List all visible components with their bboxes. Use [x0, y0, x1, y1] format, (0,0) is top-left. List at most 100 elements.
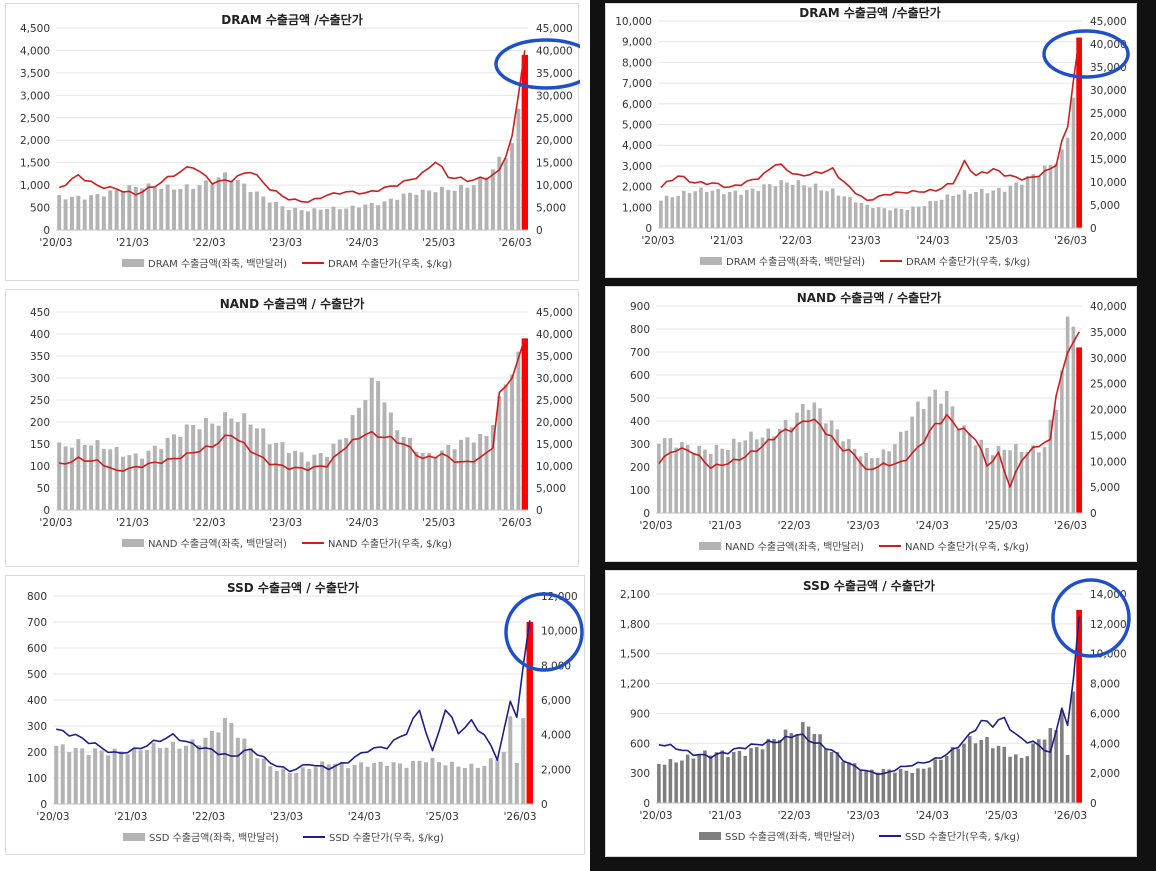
- bar: [875, 457, 880, 513]
- bar: [235, 179, 240, 230]
- legend-label-line: NAND 수출단가(우축, $/kg): [905, 541, 1029, 553]
- x-tick-label: '22/03: [192, 811, 225, 823]
- bar: [962, 425, 966, 513]
- x-tick-label: '20/03: [36, 811, 69, 823]
- highlight-bar: [1076, 609, 1082, 803]
- y-right-tick-label: 40,000: [536, 45, 573, 57]
- x-tick-label: '23/03: [269, 237, 302, 249]
- bar: [443, 765, 448, 804]
- bar: [89, 195, 94, 230]
- x-tick-label: '21/03: [116, 237, 149, 249]
- bar: [916, 768, 920, 803]
- bar: [796, 180, 801, 228]
- bar: [754, 746, 759, 803]
- bar: [962, 190, 967, 228]
- chart-panel-right-dram: DRAM 수출금액 /수출단가 0 1,000 2,000 3,000 4,000 5,00…: [605, 3, 1137, 278]
- bar: [76, 439, 81, 510]
- y-left-tick-label: 4,000: [622, 140, 652, 152]
- bar: [991, 190, 995, 228]
- bar: [921, 768, 926, 803]
- bar: [210, 423, 215, 510]
- bar: [779, 180, 783, 228]
- bar: [1060, 710, 1064, 803]
- bar: [521, 718, 526, 804]
- y-right-tick-label: 25,000: [536, 113, 573, 125]
- bar: [657, 763, 661, 803]
- bar: [720, 448, 724, 513]
- bar: [280, 206, 285, 230]
- bar: [812, 402, 817, 513]
- bar: [164, 747, 169, 804]
- bar: [501, 751, 506, 804]
- legend-swatch-bar: [700, 257, 722, 265]
- bar: [318, 453, 323, 510]
- bar: [1042, 739, 1047, 803]
- y-right-tick-label: 15,000: [1090, 430, 1127, 442]
- bar: [369, 377, 374, 510]
- bar: [829, 420, 834, 513]
- y-left-tick-label: 200: [27, 747, 47, 759]
- bar: [1060, 149, 1064, 228]
- bar: [829, 751, 834, 803]
- bar: [514, 762, 519, 804]
- bar: [772, 436, 776, 513]
- y-right-tick-label: 15,000: [1090, 154, 1127, 166]
- bar: [956, 748, 961, 803]
- x-tick-label: '21/03: [114, 811, 147, 823]
- bar: [488, 758, 493, 804]
- bar: [1014, 182, 1018, 228]
- bar: [767, 184, 772, 228]
- bar: [449, 761, 454, 804]
- bar: [190, 739, 195, 804]
- y-right-tick-label: 10,000: [1090, 649, 1127, 661]
- series-line: [658, 331, 1080, 488]
- bar: [57, 195, 62, 230]
- bar: [957, 194, 961, 228]
- bar: [293, 207, 298, 230]
- bar: [894, 208, 898, 228]
- y-right-tick-label: 25,000: [536, 395, 573, 407]
- bar: [388, 412, 393, 510]
- bar: [904, 430, 909, 513]
- bar: [714, 752, 719, 803]
- bar: [261, 196, 266, 230]
- bar: [1025, 756, 1030, 803]
- bar: [785, 182, 789, 228]
- bar: [904, 770, 909, 803]
- y-left-tick-label: 800: [27, 591, 47, 603]
- bar: [333, 763, 338, 804]
- bar: [979, 188, 984, 228]
- bar: [875, 772, 880, 803]
- y-right-tick-label: 20,000: [1090, 405, 1127, 417]
- bar: [145, 750, 150, 804]
- bar: [471, 442, 476, 510]
- y-left-tick-label: 600: [27, 643, 47, 655]
- y-right-tick-label: 0: [1090, 508, 1097, 520]
- y-left-tick-label: 300: [30, 373, 50, 385]
- bar: [287, 772, 292, 804]
- bar: [783, 729, 788, 803]
- y-left-tick-label: 1,000: [20, 180, 50, 192]
- y-left-tick-label: 2,000: [622, 182, 652, 194]
- bar: [1065, 754, 1070, 803]
- bar: [313, 767, 318, 804]
- bar: [985, 193, 990, 228]
- bar: [842, 196, 846, 228]
- bar: [86, 754, 91, 804]
- y-left-tick-label: 150: [30, 439, 50, 451]
- bar: [146, 183, 151, 230]
- bar: [359, 762, 364, 804]
- y-left-tick-label: 700: [27, 617, 47, 629]
- bar: [172, 189, 176, 230]
- bar: [726, 450, 730, 513]
- bar: [674, 762, 678, 803]
- bar: [436, 762, 441, 804]
- chart-panel-right-ssd: SSD 수출금액 / 수출단가 0 300 600 900 1,200 1,500 1,800…: [605, 570, 1137, 857]
- bar: [242, 413, 247, 510]
- bar: [503, 158, 508, 230]
- bar: [754, 439, 759, 513]
- bar: [945, 194, 950, 228]
- chart-panel-right-nand: NAND 수출금액 / 수출단가 0 100 200 300 400 500 600 700 80…: [605, 286, 1137, 562]
- bar: [1031, 445, 1035, 513]
- bar: [818, 408, 822, 513]
